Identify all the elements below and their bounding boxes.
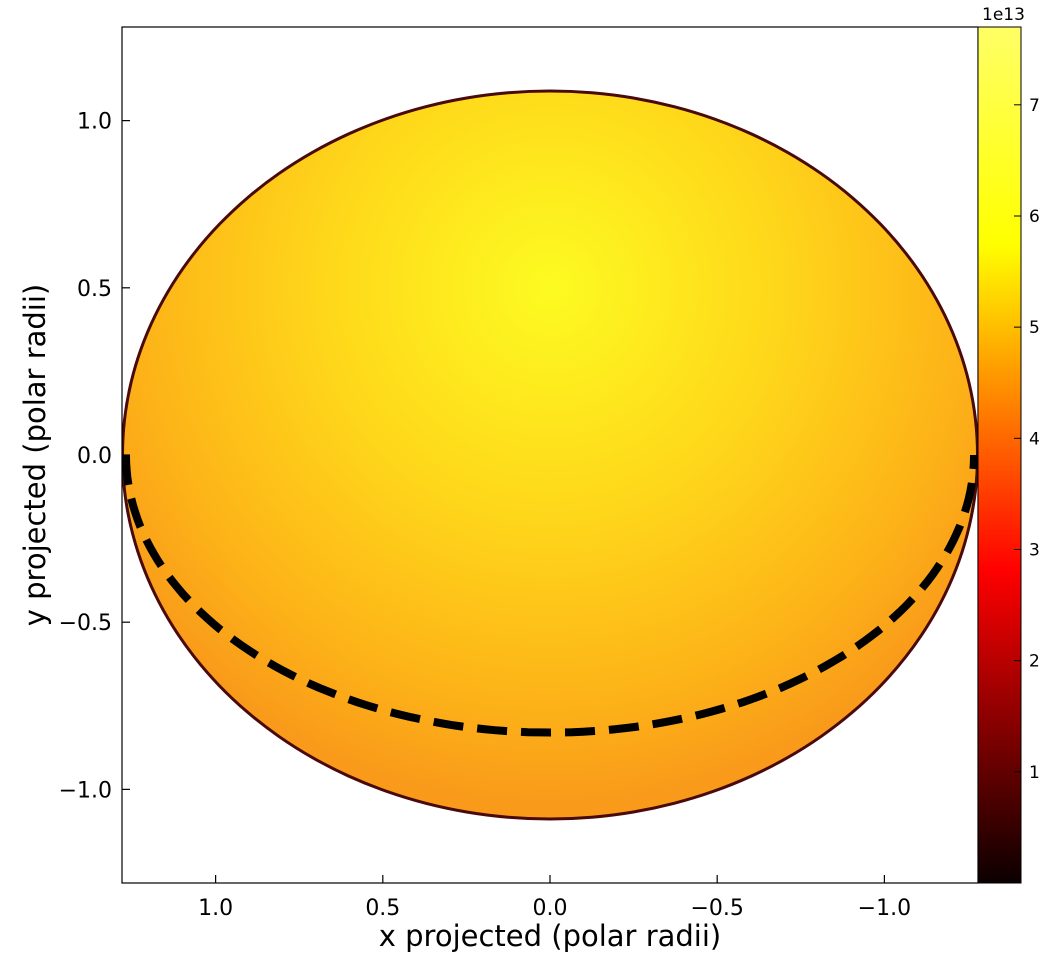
y-tick-label: −0.5 (59, 611, 112, 636)
equator-dashed-line (122, 454, 978, 737)
x-tick-label: 0.0 (533, 896, 568, 921)
colorbar-tick-label: 5 (1029, 318, 1040, 338)
colorbar-tick-label: 3 (1029, 540, 1040, 560)
colorbar-tick-label: 4 (1029, 429, 1040, 449)
y-tick-label: 0.0 (77, 444, 112, 469)
colorbar (978, 27, 1021, 883)
y-tick-label: −1.0 (59, 778, 112, 803)
x-tick-label: 0.5 (365, 896, 400, 921)
y-tick-label: 1.0 (77, 110, 112, 135)
y-tick-label: 0.5 (77, 277, 112, 302)
colorbar-tick-label: 6 (1029, 207, 1040, 227)
colorbar-offset-text: 1e13 (982, 5, 1025, 25)
x-tick-label: 1.0 (198, 896, 233, 921)
x-axis-title: x projected (polar radii) (379, 919, 721, 953)
stellar-disk (124, 92, 976, 818)
colorbar-tick-label: 7 (1029, 96, 1040, 116)
x-tick-label: −0.5 (690, 896, 743, 921)
x-axis-ticks: 1.0 0.5 0.0 −0.5 −1.0 (198, 875, 911, 921)
x-tick-label: −1.0 (858, 896, 911, 921)
y-axis-title: y projected (polar radii) (18, 284, 52, 626)
colorbar-tick-label: 2 (1029, 652, 1040, 672)
colorbar-ticks: 1 2 3 4 5 6 7 (1014, 96, 1040, 783)
colorbar-frame (977, 26, 1022, 884)
colorbar-tick-label: 1 (1029, 763, 1040, 783)
y-axis-ticks: 1.0 0.5 0.0 −0.5 −1.0 (59, 110, 130, 803)
